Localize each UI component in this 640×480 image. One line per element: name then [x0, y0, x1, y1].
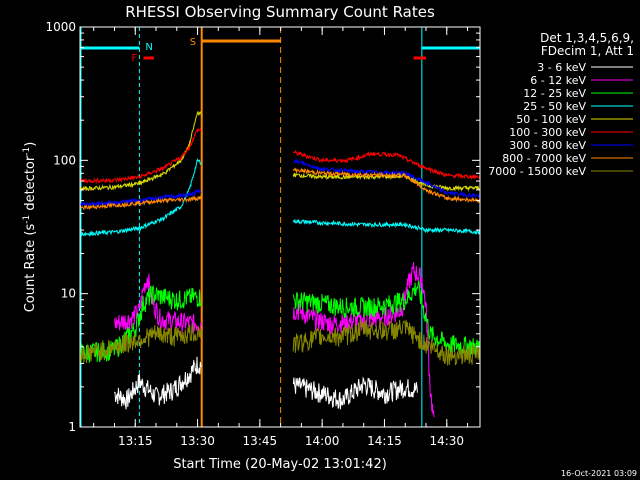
series-800-7000-kev	[79, 167, 481, 211]
plot-frame	[79, 26, 481, 428]
series-25-50-kev	[79, 158, 481, 237]
y-axis-label: Count Rate (s-1 detector-1)	[22, 142, 38, 313]
svg-text:Count Rate (s-1 detector-1): Count Rate (s-1 detector-1)	[22, 142, 38, 313]
series-line-segment	[293, 158, 481, 199]
series-7000-15000-kev	[79, 319, 481, 366]
legend-label: 3 - 6 keV	[537, 61, 586, 74]
plot-area: N S F	[79, 27, 481, 427]
series-line-segment	[292, 376, 418, 410]
series-line-segment	[292, 149, 481, 180]
night-flag-label: N	[145, 42, 152, 53]
x-tick-label: 13:45	[243, 434, 278, 448]
series-300-800-kev	[79, 158, 481, 208]
legend: Det 1,3,4,5,6,9, FDecim 1, Att 1 3 - 6 k…	[488, 31, 634, 178]
y-tick-label: 10	[61, 287, 76, 301]
series-line-segment	[292, 167, 481, 204]
series-line-segment	[79, 158, 202, 237]
series-line-segment	[292, 319, 481, 366]
series-line-segment	[79, 194, 202, 211]
legend-label: 6 - 12 keV	[530, 74, 586, 87]
series-100-300-kev	[79, 128, 481, 185]
legend-label: 7000 - 15000 keV	[488, 165, 586, 178]
x-tick-label: 14:15	[367, 434, 402, 448]
series-line-segment	[292, 218, 481, 235]
x-tick-label: 13:30	[180, 434, 215, 448]
chart-title: RHESSI Observing Summary Count Rates	[125, 3, 435, 21]
series-line-segment	[79, 128, 202, 185]
series-line-segment	[292, 172, 481, 192]
x-axis-label: Start Time (20-May-02 13:01:42)	[173, 457, 387, 472]
legend-label: 12 - 25 keV	[523, 87, 586, 100]
legend-header-1: Det 1,3,4,5,6,9,	[540, 31, 634, 45]
legend-header-2: FDecim 1, Att 1	[541, 44, 634, 58]
legend-label: 100 - 300 keV	[509, 126, 586, 139]
series-3-6-kev	[114, 356, 418, 410]
date-stamp: 16-Oct-2021 03:09	[561, 469, 637, 478]
x-tick-label: 14:30	[429, 434, 464, 448]
y-tick-label: 1	[68, 420, 76, 434]
y-tick-label: 100	[53, 153, 76, 167]
series-line-segment	[79, 188, 202, 208]
saa-flag-label: S	[190, 37, 196, 48]
flare-flag-label: F	[132, 53, 138, 64]
y-tick-label: 1000	[45, 20, 76, 34]
legend-label: 25 - 50 keV	[523, 100, 586, 113]
legend-label: 50 - 100 keV	[516, 113, 586, 126]
x-tick-label: 14:00	[305, 434, 340, 448]
series-12-25-kev	[79, 279, 481, 365]
legend-label: 800 - 7000 keV	[502, 152, 586, 165]
series-line-segment	[114, 273, 202, 334]
series-line-segment	[79, 323, 202, 364]
x-tick-label: 13:15	[118, 434, 153, 448]
legend-label: 300 - 800 keV	[509, 139, 586, 152]
series-line-segment	[114, 356, 202, 410]
axis-ticks: 1 10 100 1000 13:15 13:30 13:45 14:00 14:15 14:30	[45, 20, 480, 448]
